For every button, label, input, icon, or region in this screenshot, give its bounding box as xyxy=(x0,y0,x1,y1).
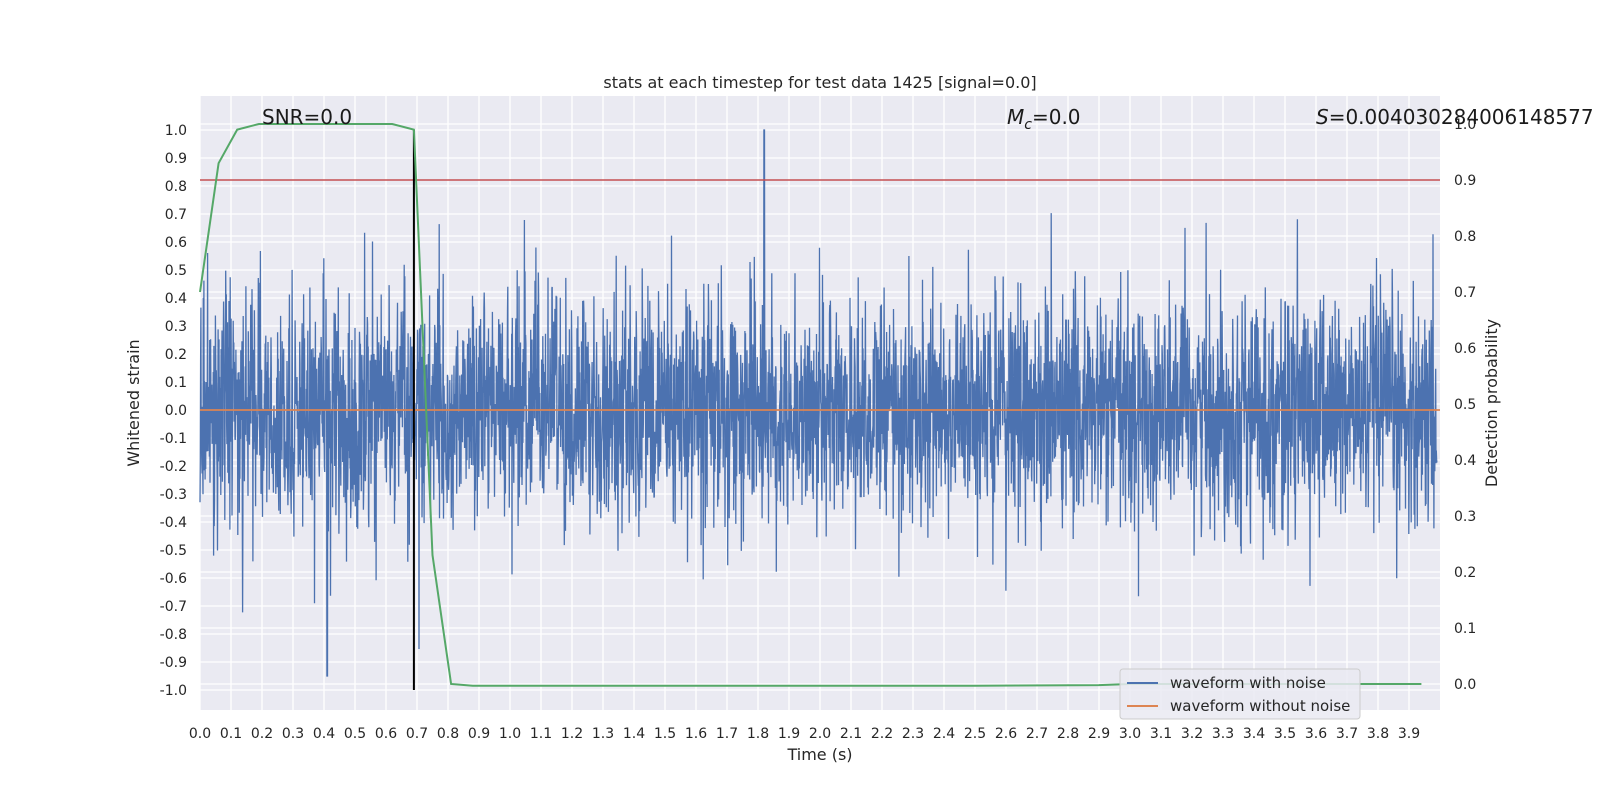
y-tick-label-right: 1.0 xyxy=(1454,117,1476,133)
y-tick-label-left: 0.0 xyxy=(165,403,187,419)
x-tick-label: 2.1 xyxy=(840,726,862,742)
x-tick-label: 0.0 xyxy=(189,726,211,742)
x-tick-label: 0.3 xyxy=(282,726,304,742)
x-tick-label: 3.8 xyxy=(1367,726,1389,742)
x-tick-label: 1.6 xyxy=(685,726,707,742)
x-tick-label: 1.5 xyxy=(654,726,676,742)
y-tick-label-left: -0.5 xyxy=(160,543,187,559)
y-tick-label-right: 0.6 xyxy=(1454,341,1476,357)
legend-box xyxy=(1119,668,1361,720)
y-tick-label-right: 0.0 xyxy=(1454,677,1476,693)
legend: waveform with noise waveform without noi… xyxy=(1119,668,1361,720)
x-tick-label: 1.1 xyxy=(530,726,552,742)
probability-line xyxy=(199,123,1422,687)
y-tick-label-left: -0.7 xyxy=(160,599,187,615)
x-tick-label: 2.0 xyxy=(809,726,831,742)
x-tick-label: 0.7 xyxy=(406,726,428,742)
x-tick-label: 0.2 xyxy=(251,726,273,742)
y-tick-label-left: 0.4 xyxy=(165,291,187,307)
x-tick-label: 3.2 xyxy=(1181,726,1203,742)
y-tick-label-left: -0.2 xyxy=(160,459,187,475)
y-tick-label-left: 0.7 xyxy=(165,207,187,223)
y-tick-label-left: -0.3 xyxy=(160,487,187,503)
annotation-chirp-mass: Mc=0.0 xyxy=(1007,105,1081,133)
x-tick-label: 2.4 xyxy=(933,726,955,742)
y-tick-label-left: -0.9 xyxy=(160,655,187,671)
x-tick-label: 0.6 xyxy=(375,726,397,742)
x-tick-label: 2.9 xyxy=(1088,726,1110,742)
x-tick-label: 3.1 xyxy=(1150,726,1172,742)
x-tick-label: 2.8 xyxy=(1057,726,1079,742)
y-tick-label-left: -0.8 xyxy=(160,627,187,643)
y-tick-label-left: -0.6 xyxy=(160,571,187,587)
y-tick-labels-right: 1.0 0.9 0.8 0.7 0.6 0.5 0.4 0.3 0.2 0.1 0.0 xyxy=(1454,117,1476,693)
y-tick-label-right: 0.4 xyxy=(1454,453,1476,469)
x-tick-label: 1.7 xyxy=(716,726,738,742)
legend-label-clean: waveform without noise xyxy=(1170,697,1350,715)
y-tick-label-left: 0.1 xyxy=(165,375,187,391)
x-tick-label: 2.5 xyxy=(964,726,986,742)
x-tick-label: 1.2 xyxy=(561,726,583,742)
x-tick-label: 1.9 xyxy=(778,726,800,742)
y-tick-label-left: 0.8 xyxy=(165,179,187,195)
y-tick-label-left: 0.3 xyxy=(165,319,187,335)
x-tick-label: 1.8 xyxy=(747,726,769,742)
y-tick-label-left: 0.9 xyxy=(165,151,187,167)
y-tick-label-left: -1.0 xyxy=(160,683,187,699)
x-tick-label: 0.5 xyxy=(344,726,366,742)
x-tick-label: 3.0 xyxy=(1119,726,1141,742)
x-tick-label: 2.6 xyxy=(995,726,1017,742)
y-tick-label-right: 0.5 xyxy=(1454,397,1476,413)
x-tick-labels: 0.0 0.1 0.2 0.3 0.4 0.5 0.6 0.7 0.8 0.9 1.0 1.1 1.2 1… xyxy=(189,726,1420,742)
x-tick-label: 0.4 xyxy=(313,726,335,742)
x-tick-label: 3.3 xyxy=(1212,726,1234,742)
series-detection-probability xyxy=(199,123,1422,687)
y-tick-label-left: -0.4 xyxy=(160,515,187,531)
x-tick-label: 3.5 xyxy=(1274,726,1296,742)
y-tick-label-left: 1.0 xyxy=(165,123,187,139)
x-axis-label: Time (s) xyxy=(786,745,852,764)
y-tick-label-right: 0.1 xyxy=(1454,621,1476,637)
x-tick-label: 3.4 xyxy=(1243,726,1265,742)
legend-label-noise: waveform with noise xyxy=(1170,674,1326,692)
y-axis-label-right: Detection probability xyxy=(1482,319,1501,487)
x-tick-label: 1.0 xyxy=(499,726,521,742)
x-tick-label: 3.7 xyxy=(1336,726,1358,742)
annotation-s: S=0.004030284006148577 xyxy=(1316,105,1594,129)
x-tick-label: 1.3 xyxy=(592,726,614,742)
y-tick-label-right: 0.2 xyxy=(1454,565,1476,581)
x-tick-label: 2.3 xyxy=(902,726,924,742)
x-tick-label: 2.2 xyxy=(871,726,893,742)
x-tick-label: 0.8 xyxy=(437,726,459,742)
x-tick-label: 3.9 xyxy=(1398,726,1420,742)
y-tick-label-right: 0.7 xyxy=(1454,285,1476,301)
x-tick-label: 1.4 xyxy=(623,726,645,742)
x-tick-label: 0.1 xyxy=(220,726,242,742)
series-waveform-with-noise xyxy=(199,129,1438,677)
y-tick-label-right: 0.8 xyxy=(1454,229,1476,245)
x-tick-label: 3.6 xyxy=(1305,726,1327,742)
y-tick-label-right: 0.3 xyxy=(1454,509,1476,525)
y-tick-label-left: -0.1 xyxy=(160,431,187,447)
y-tick-labels-left: 1.0 0.9 0.8 0.7 0.6 0.5 0.4 0.3 0.2 0.1 0.0 -0.1 -0.… xyxy=(160,123,187,699)
chart-title: stats at each timestep for test data 142… xyxy=(603,73,1036,92)
y-tick-label-left: 0.6 xyxy=(165,235,187,251)
annotation-snr: SNR=0.0 xyxy=(262,105,352,129)
y-axis-label-left: Whitened strain xyxy=(124,339,143,466)
y-tick-label-left: 0.2 xyxy=(165,347,187,363)
y-tick-label-right: 0.9 xyxy=(1454,173,1476,189)
x-tick-label: 0.9 xyxy=(468,726,490,742)
x-tick-label: 2.7 xyxy=(1026,726,1048,742)
y-tick-label-left: 0.5 xyxy=(165,263,187,279)
noise-line xyxy=(199,129,1438,677)
